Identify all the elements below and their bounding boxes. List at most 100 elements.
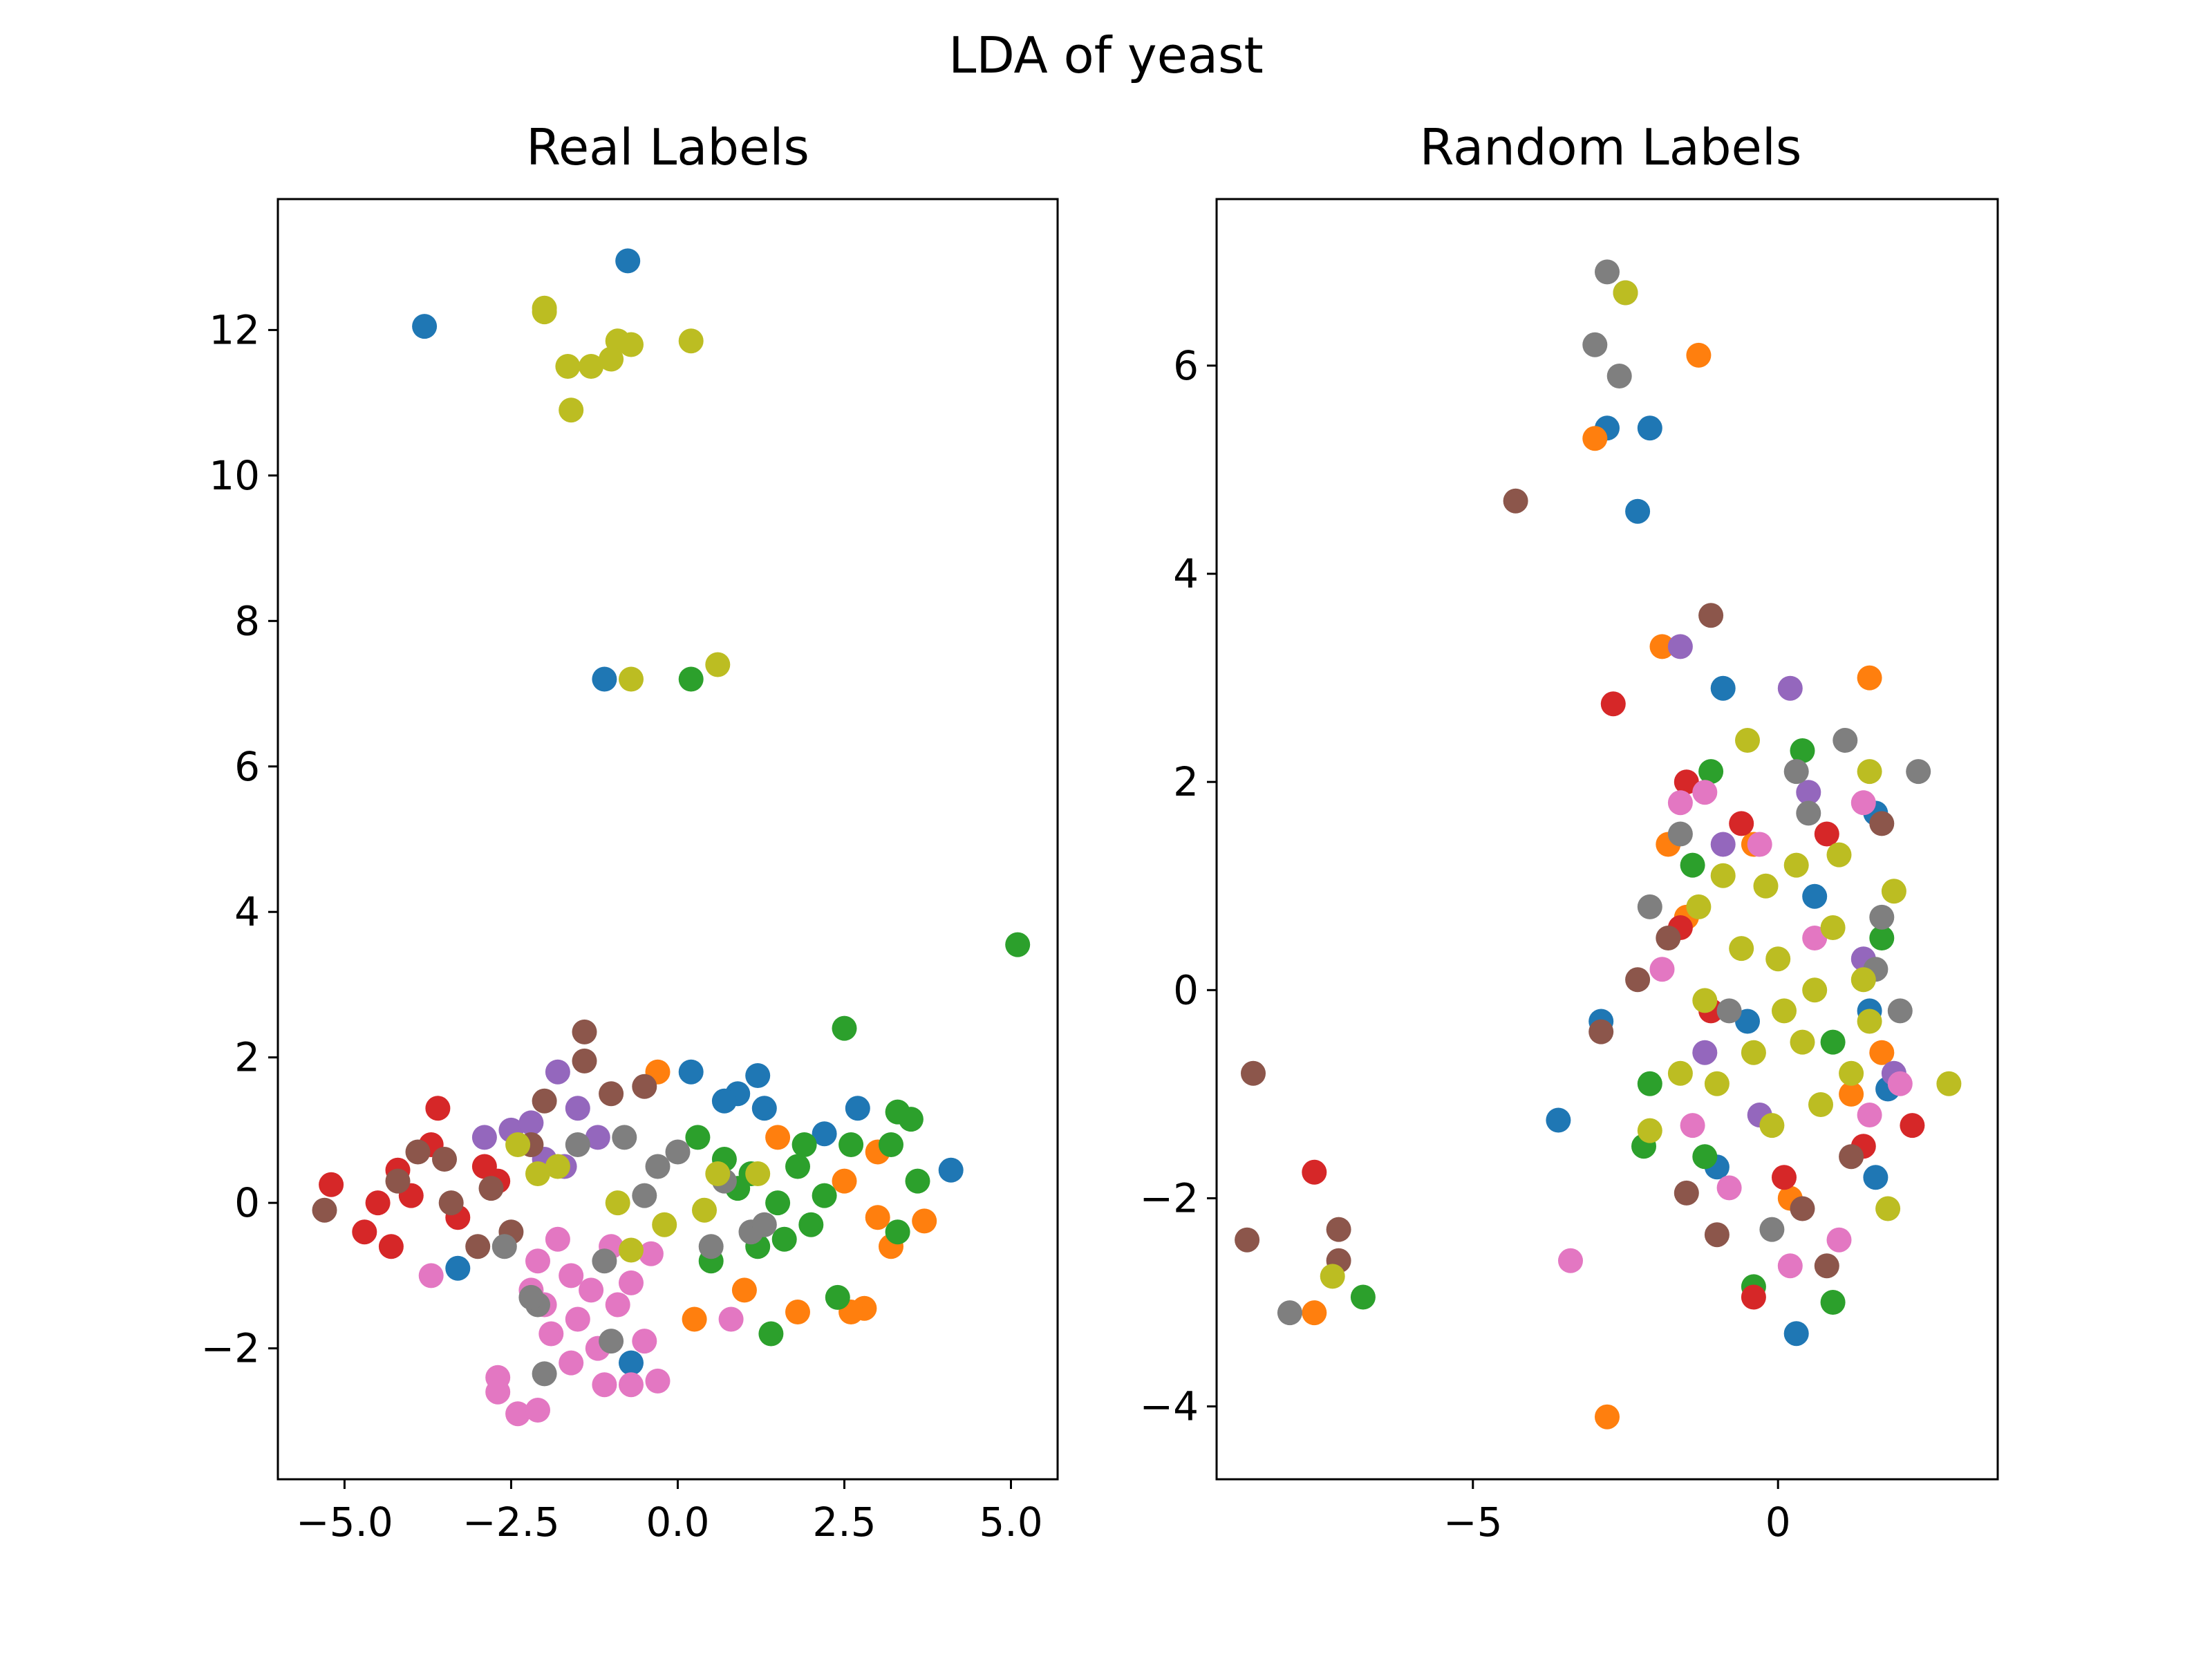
scatter-point — [1857, 759, 1882, 785]
scatter-point — [1704, 1222, 1730, 1248]
scatter-point — [518, 1284, 544, 1310]
scatter-point — [592, 1248, 617, 1274]
scatter-point — [612, 1125, 637, 1150]
plot-frame — [276, 198, 1059, 1481]
scatter-point — [785, 1300, 810, 1324]
scatter-point — [1850, 967, 1876, 993]
scatter-point — [1649, 634, 1675, 659]
scatter-point — [771, 1226, 797, 1252]
scatter-point — [645, 1154, 671, 1179]
axis-ticks: −5 0 −4 −2 0 2 4 6 — [1140, 342, 1791, 1546]
scatter-point — [1839, 1081, 1864, 1107]
y-tick-label: −2 — [201, 1325, 261, 1372]
chart-real-labels: Real Labels −5.0 −2.5 0.0 2.5 5.0 −2 0 2 4 6 8 10 12 — [201, 118, 1059, 1546]
y-tick-label: −2 — [1140, 1174, 1199, 1221]
scatter-point — [619, 1237, 644, 1263]
scatter-point — [1716, 998, 1742, 1024]
y-tick-label: 4 — [234, 888, 260, 935]
scatter-point — [1814, 821, 1839, 847]
scatter-point — [559, 397, 584, 423]
scatter-point — [592, 1372, 617, 1398]
scatter-point — [745, 1161, 771, 1186]
scatter-point — [1869, 811, 1895, 836]
scatter-point — [1833, 728, 1858, 753]
scatter-point — [1277, 1300, 1302, 1326]
scatter-point — [812, 1183, 837, 1208]
x-tick-label: 2.5 — [812, 1499, 876, 1546]
scatter-point — [485, 1379, 511, 1405]
chart-title: Random Labels — [1420, 118, 1802, 176]
scatter-point — [678, 1059, 704, 1085]
scatter-point — [572, 1048, 597, 1074]
scatter-point — [572, 1019, 597, 1044]
scatter-point — [1692, 1040, 1718, 1065]
scatter-point — [1692, 780, 1718, 805]
scatter-point — [1546, 1107, 1571, 1133]
scatter-point — [559, 1263, 584, 1288]
scatter-point — [1796, 800, 1821, 826]
scatter-point — [378, 1234, 404, 1259]
scatter-point — [718, 1306, 744, 1332]
scatter-point — [1674, 1180, 1699, 1206]
scatter-point — [1875, 1196, 1901, 1221]
scatter-point — [1686, 342, 1712, 368]
scatter-point — [705, 1161, 731, 1186]
scatter-point — [592, 666, 617, 692]
scatter-point — [1667, 821, 1693, 847]
scatter-point — [1802, 883, 1828, 909]
scatter-point — [1686, 894, 1712, 919]
scatter-point — [1606, 364, 1632, 388]
scatter-point — [1588, 1019, 1614, 1044]
scatter-point — [885, 1219, 910, 1245]
scatter-point — [678, 666, 704, 692]
scatter-point — [525, 1398, 550, 1423]
scatter-point — [1772, 1165, 1797, 1190]
scatter-point — [1637, 894, 1662, 919]
scatter-point — [1790, 738, 1815, 763]
y-tick-label: 6 — [1173, 342, 1199, 389]
chart-title: Real Labels — [526, 118, 809, 176]
scatter-point — [1613, 280, 1638, 306]
scatter-point — [1826, 1227, 1852, 1253]
scatter-point — [1558, 1248, 1583, 1273]
scatter-point — [1777, 675, 1803, 701]
chart-random-labels: Random Labels −5 0 −4 −2 0 2 4 6 — [1140, 118, 1999, 1546]
plot-frame — [1215, 198, 1999, 1481]
scatter-point — [1649, 957, 1675, 982]
scatter-point — [1869, 1040, 1895, 1065]
scatter-points — [312, 248, 1031, 1427]
scatter-point — [605, 1292, 630, 1318]
scatter-point — [645, 1368, 671, 1394]
scatter-point — [865, 1205, 890, 1230]
scatter-point — [1759, 1113, 1785, 1138]
scatter-point — [1814, 1253, 1839, 1279]
scatter-point — [545, 1226, 570, 1252]
scatter-point — [745, 1063, 771, 1088]
figure-title: LDA of yeast — [948, 26, 1263, 84]
scatter-point — [538, 1321, 564, 1347]
scatter-point — [1863, 1165, 1888, 1190]
scatter-point — [1241, 1060, 1266, 1086]
y-tick-label: −4 — [1140, 1383, 1199, 1430]
scatter-point — [1729, 811, 1754, 836]
scatter-point — [711, 1088, 737, 1114]
scatter-point — [1302, 1159, 1327, 1185]
scatter-point — [599, 1329, 624, 1354]
scatter-point — [1869, 904, 1895, 930]
scatter-point — [1637, 1118, 1662, 1143]
scatter-point — [599, 1081, 624, 1107]
scatter-point — [365, 1190, 391, 1216]
scatter-point — [632, 1074, 657, 1099]
scatter-point — [385, 1168, 411, 1194]
scatter-point — [545, 1059, 570, 1085]
scatter-point — [665, 1139, 691, 1165]
scatter-point — [1698, 759, 1724, 785]
scatter-point — [1667, 1060, 1693, 1086]
scatter-point — [579, 1277, 604, 1303]
scatter-point — [1595, 259, 1620, 285]
scatter-point — [505, 1401, 531, 1427]
x-tick-label: 5.0 — [979, 1499, 1042, 1546]
scatter-point — [1857, 665, 1882, 691]
scatter-points — [1235, 259, 1962, 1430]
scatter-point — [1680, 1113, 1705, 1138]
